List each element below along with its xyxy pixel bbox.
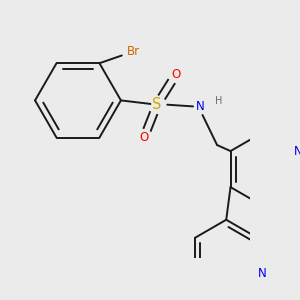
Text: O: O (140, 131, 149, 144)
Text: Br: Br (127, 45, 140, 58)
Text: O: O (171, 68, 181, 81)
Text: H: H (215, 96, 223, 106)
Text: N: N (258, 267, 267, 280)
Text: N: N (196, 100, 204, 113)
Text: S: S (152, 97, 162, 112)
Text: N: N (294, 145, 300, 158)
